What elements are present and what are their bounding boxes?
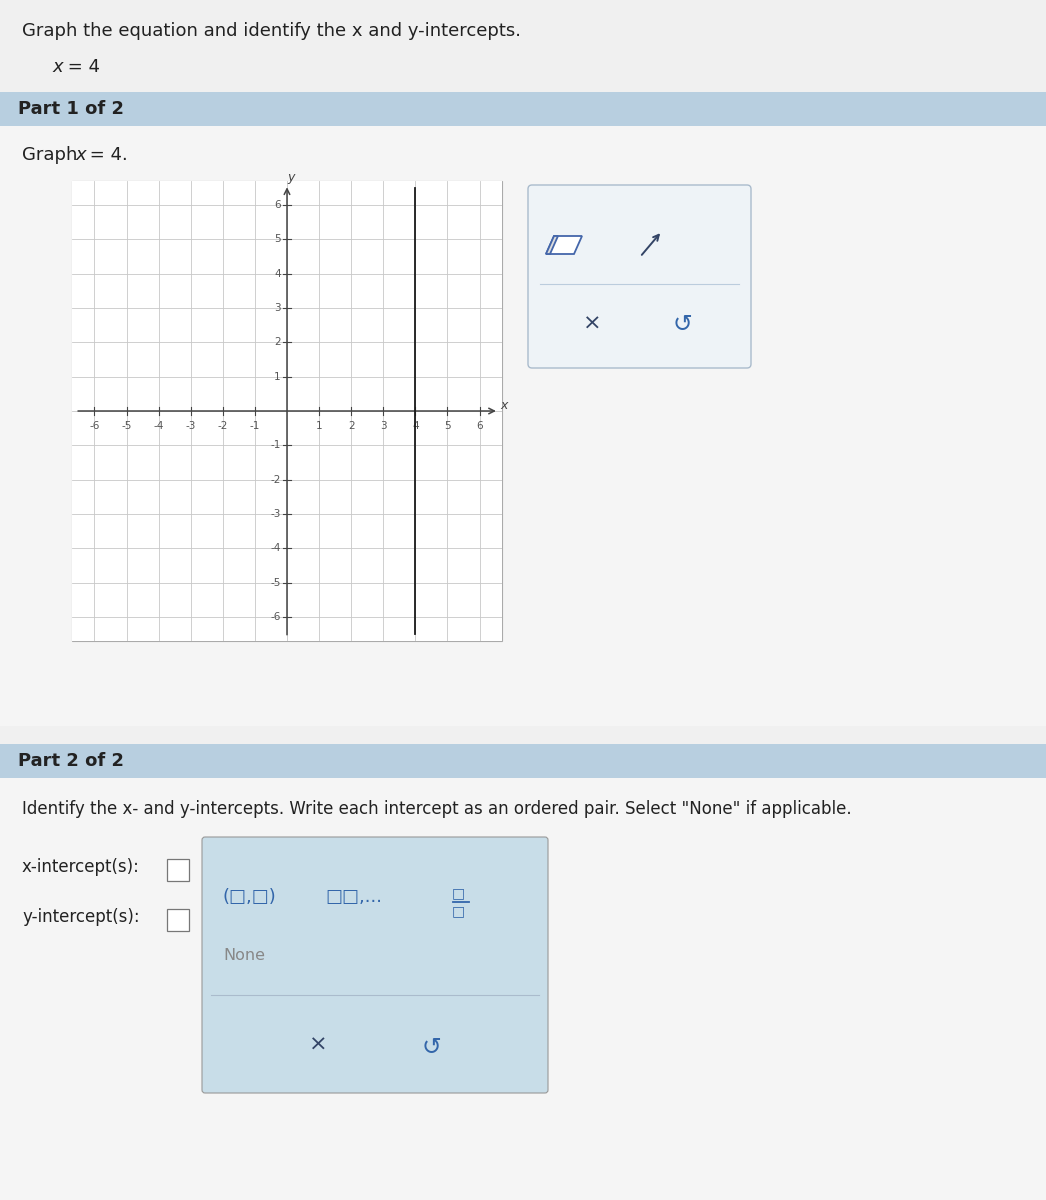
Text: x: x — [75, 146, 86, 164]
Text: 1: 1 — [274, 372, 280, 382]
Text: 5: 5 — [274, 234, 280, 245]
Text: 4: 4 — [412, 421, 418, 431]
Text: □□,...: □□,... — [325, 888, 382, 906]
Text: y-intercept(s):: y-intercept(s): — [22, 908, 139, 926]
Text: 2: 2 — [348, 421, 355, 431]
FancyBboxPatch shape — [167, 910, 189, 931]
Text: Graph the equation and identify the x and y-intercepts.: Graph the equation and identify the x an… — [22, 22, 521, 40]
Text: 2: 2 — [274, 337, 280, 347]
Text: x: x — [52, 58, 63, 76]
FancyBboxPatch shape — [528, 185, 751, 368]
Text: 5: 5 — [445, 421, 451, 431]
Text: Part 1 of 2: Part 1 of 2 — [18, 100, 124, 118]
Text: -2: -2 — [218, 421, 228, 431]
Text: -5: -5 — [270, 577, 280, 588]
Text: -3: -3 — [270, 509, 280, 518]
Text: □: □ — [452, 904, 464, 918]
Text: x: x — [500, 400, 507, 413]
Text: -1: -1 — [270, 440, 280, 450]
Text: None: None — [223, 948, 265, 962]
Text: = 4: = 4 — [62, 58, 100, 76]
Text: □: □ — [452, 886, 464, 900]
Text: 6: 6 — [476, 421, 483, 431]
Polygon shape — [546, 236, 582, 254]
Text: ↺: ↺ — [673, 312, 691, 336]
FancyBboxPatch shape — [167, 859, 189, 881]
Text: ↺: ↺ — [422, 1034, 440, 1058]
Text: -4: -4 — [270, 544, 280, 553]
Text: Part 2 of 2: Part 2 of 2 — [18, 752, 124, 770]
Text: 1: 1 — [316, 421, 322, 431]
Text: x-intercept(s):: x-intercept(s): — [22, 858, 140, 876]
Text: 4: 4 — [274, 269, 280, 278]
Text: (□,□): (□,□) — [223, 888, 277, 906]
Text: -4: -4 — [154, 421, 164, 431]
FancyBboxPatch shape — [0, 126, 1046, 726]
FancyBboxPatch shape — [72, 181, 502, 641]
Polygon shape — [546, 236, 558, 254]
Text: Identify the x- and y-intercepts. Write each intercept as an ordered pair. Selec: Identify the x- and y-intercepts. Write … — [22, 800, 851, 818]
Text: y: y — [288, 172, 295, 185]
Text: -6: -6 — [270, 612, 280, 622]
Text: -5: -5 — [121, 421, 132, 431]
FancyBboxPatch shape — [0, 92, 1046, 126]
Text: ×: × — [583, 314, 601, 334]
Text: ×: × — [309, 1034, 327, 1055]
FancyBboxPatch shape — [202, 838, 548, 1093]
Text: -3: -3 — [185, 421, 196, 431]
FancyBboxPatch shape — [0, 778, 1046, 1200]
Text: -2: -2 — [270, 475, 280, 485]
Text: 6: 6 — [274, 200, 280, 210]
Text: 3: 3 — [380, 421, 387, 431]
Text: -1: -1 — [250, 421, 260, 431]
Text: -6: -6 — [89, 421, 99, 431]
Text: Graph: Graph — [22, 146, 83, 164]
Text: = 4.: = 4. — [84, 146, 128, 164]
FancyBboxPatch shape — [0, 744, 1046, 778]
Text: 3: 3 — [274, 304, 280, 313]
